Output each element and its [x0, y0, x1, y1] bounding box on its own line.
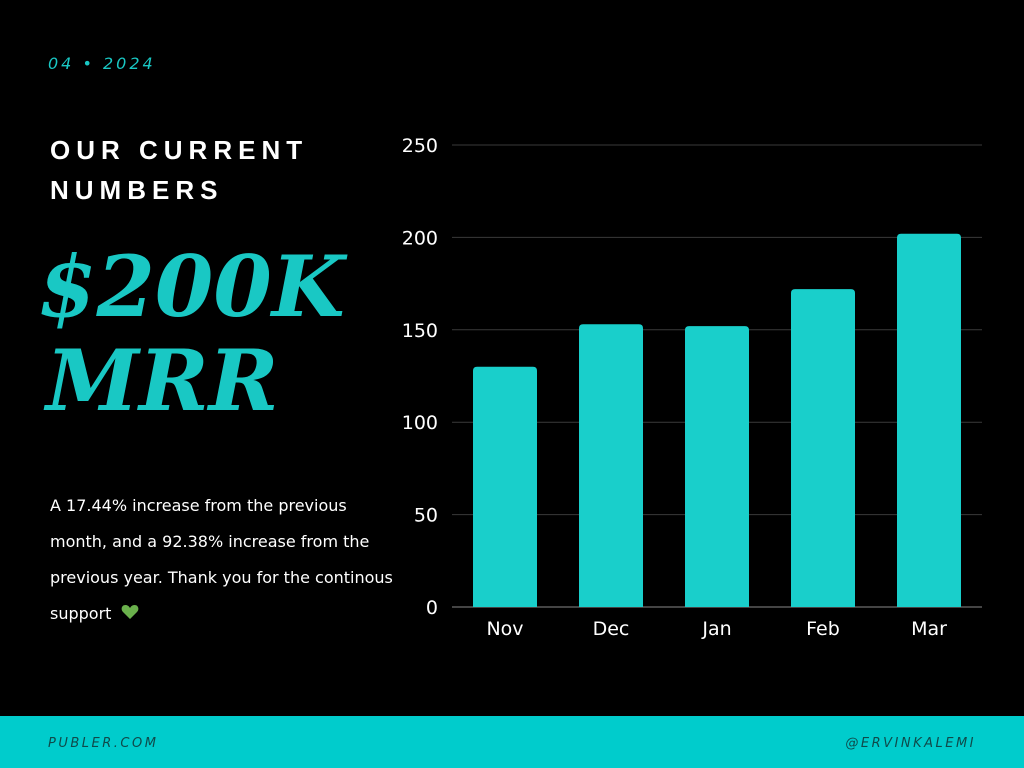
y-tick-label: 50 — [414, 505, 438, 527]
green-heart-icon — [121, 597, 139, 633]
page-title: OUR CURRENT NUMBERS — [50, 135, 309, 205]
bar-nov — [473, 366, 537, 607]
bar-jan — [685, 326, 749, 607]
bar-mar — [897, 233, 961, 608]
y-tick-label: 150 — [402, 320, 438, 342]
bar-feb — [791, 289, 855, 607]
revenue-bar-chart: 0 50 100 150 200 250 Nov Dec Jan Feb Mar — [402, 135, 982, 640]
y-tick-label: 200 — [402, 227, 438, 249]
description-text: A 17.44% increase from the previous mont… — [50, 496, 393, 623]
y-tick-label: 250 — [402, 135, 438, 157]
footer-handle: @ERVINKALEMI — [845, 736, 976, 751]
mrr-label: MRR — [46, 331, 279, 430]
footer-website: PUBLER.COM — [48, 736, 159, 751]
mrr-highlight: $200K MRR — [38, 240, 378, 428]
x-tick-label: Dec — [593, 618, 630, 640]
y-tick-label: 0 — [426, 597, 438, 619]
mrr-value: $200K — [38, 237, 345, 336]
x-tick-label: Nov — [486, 618, 523, 640]
chart-svg: 0 50 100 150 200 250 Nov Dec Jan Feb Mar — [402, 135, 982, 640]
date-line: 04 • 2024 — [48, 54, 156, 73]
y-tick-label: 100 — [402, 412, 438, 434]
footer-bar: PUBLER.COM @ERVINKALEMI — [0, 716, 1024, 768]
x-tick-label: Mar — [911, 618, 947, 640]
description: A 17.44% increase from the previous mont… — [50, 488, 395, 633]
bar-dec — [579, 324, 643, 607]
x-tick-label: Feb — [806, 618, 840, 640]
x-tick-label: Jan — [701, 618, 731, 640]
